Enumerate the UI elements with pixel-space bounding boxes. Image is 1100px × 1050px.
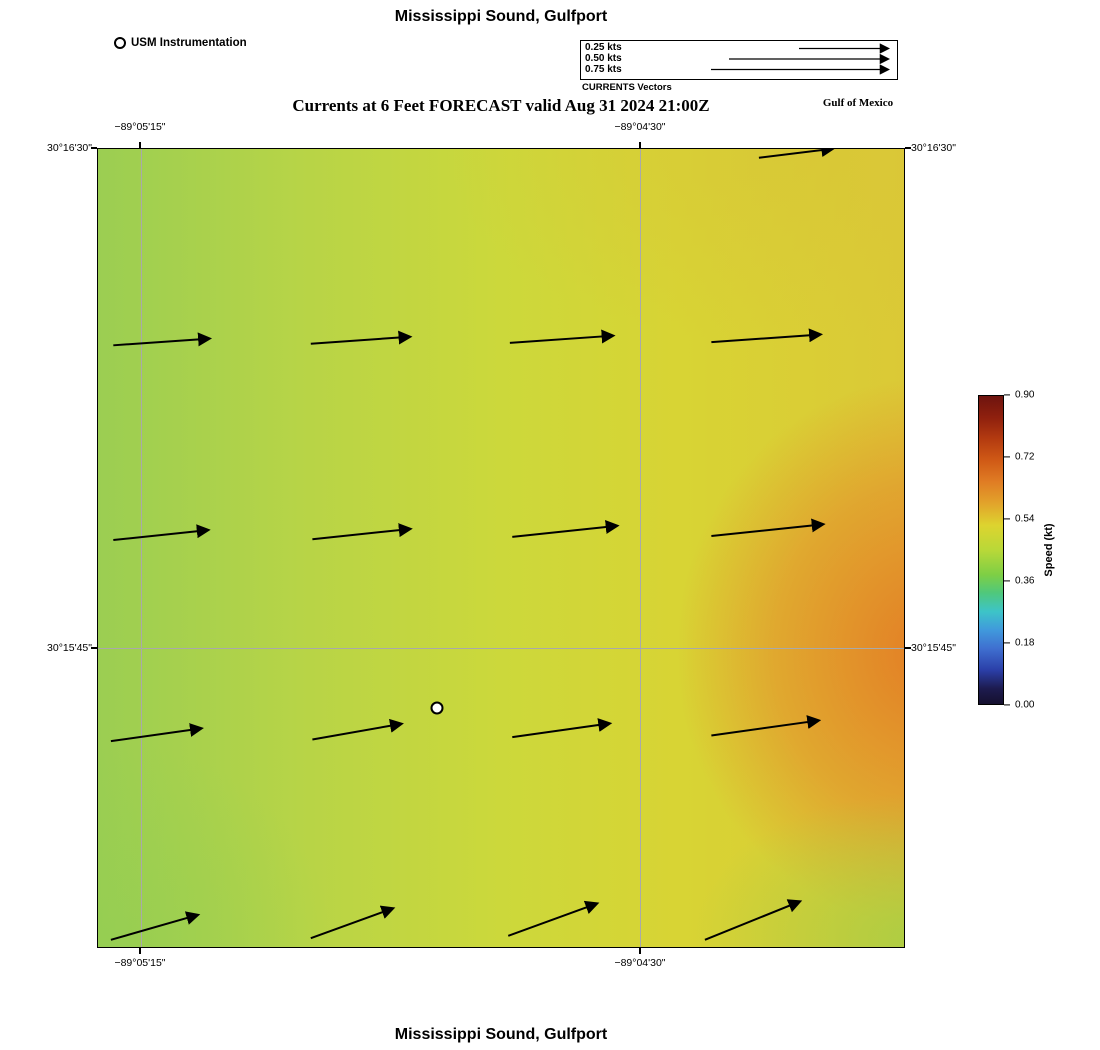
colorbar-tick-line <box>1004 518 1010 520</box>
axis-tick <box>139 948 141 954</box>
map-gridline-vertical <box>639 149 641 947</box>
colorbar-tick-label: 0.90 <box>1015 389 1035 401</box>
lat-label-right-south: 30°15'45" <box>911 642 956 654</box>
vector-scale-caption: CURRENTS Vectors <box>582 82 672 93</box>
colorbar-label: Speed (kt) <box>1043 523 1055 577</box>
instrument-station-marker <box>430 701 444 715</box>
footer-title: Mississippi Sound, Gulfport <box>394 1026 608 1043</box>
forecast-subtitle: Currents at 6 Feet FORECAST valid Aug 31… <box>292 96 710 115</box>
colorbar-tick-line <box>1004 580 1010 582</box>
colorbar <box>978 395 1004 705</box>
vector-scale-labels: 0.25 kts 0.50 kts 0.75 kts <box>585 42 622 75</box>
colorbar-tick-label: 0.72 <box>1015 451 1035 463</box>
lon-label-bottom-west: −89°05'15" <box>114 957 166 969</box>
lon-label-bottom-east: −89°04'30" <box>614 957 666 969</box>
page-title: Mississippi Sound, Gulfport <box>394 8 608 25</box>
scale-label-050kts: 0.50 kts <box>585 52 622 64</box>
legend-arrow-layer <box>711 43 891 75</box>
colorbar-ticks: 0.90 0.72 0.54 0.36 0.18 0.00 <box>1004 390 1074 711</box>
axis-tick <box>139 142 141 148</box>
scale-label-025kts: 0.25 kts <box>585 42 622 53</box>
colorbar-tick-line <box>1004 642 1010 644</box>
lat-label-right-north: 30°16'30" <box>911 142 956 154</box>
axis-tick <box>905 647 911 649</box>
lat-label-left-south: 30°15'45" <box>47 642 92 654</box>
vector-scale-legend: 0.25 kts 0.50 kts 0.75 kts <box>580 40 898 80</box>
axis-tick <box>905 147 911 149</box>
lat-label-left-north: 30°16'30" <box>47 142 92 154</box>
axis-tick <box>91 647 97 649</box>
map-gridline-vertical <box>140 149 142 947</box>
colorbar-tick-line <box>1004 456 1010 458</box>
colorbar-tick-label: 0.54 <box>1015 513 1035 525</box>
scale-label-075kts: 0.75 kts <box>585 63 622 75</box>
vector-layer <box>110 149 836 941</box>
axis-tick <box>639 948 641 954</box>
map-plot <box>97 148 905 948</box>
lon-label-top-east: −89°04'30" <box>614 121 666 133</box>
station-legend-label: USM Instrumentation <box>131 37 247 49</box>
axis-tick <box>91 147 97 149</box>
lon-label-top-west: −89°05'15" <box>114 121 166 133</box>
colorbar-tick-line <box>1004 394 1010 396</box>
station-legend: USM Instrumentation <box>114 37 247 49</box>
map-gridline-horizontal <box>98 647 904 649</box>
station-circle-icon <box>114 37 126 49</box>
colorbar-tick-label: 0.00 <box>1015 699 1035 711</box>
colorbar-tick-line <box>1004 704 1010 706</box>
region-label: Gulf of Mexico <box>822 97 894 109</box>
colorbar-tick-label: 0.18 <box>1015 637 1035 649</box>
axis-tick <box>639 142 641 148</box>
colorbar-tick-label: 0.36 <box>1015 575 1035 587</box>
